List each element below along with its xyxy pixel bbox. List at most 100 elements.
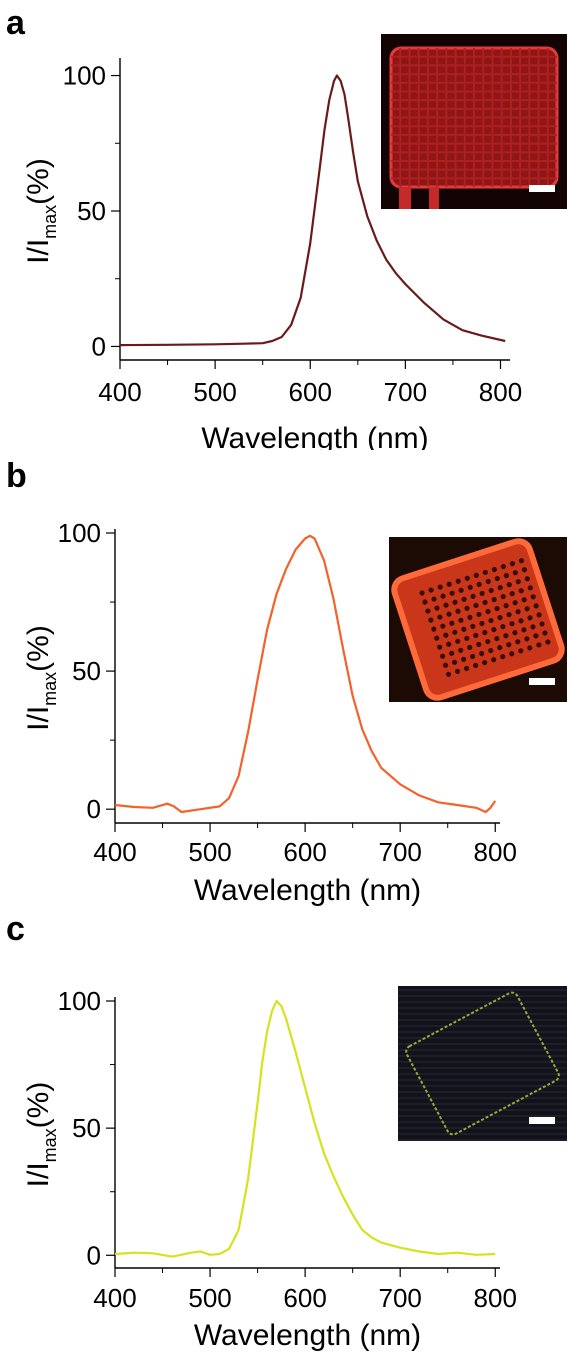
- lattice-hole: [437, 584, 443, 590]
- lattice-hole: [425, 608, 431, 614]
- lattice-hole: [422, 599, 428, 605]
- lattice-hole: [485, 638, 491, 645]
- lattice-hole: [434, 605, 440, 611]
- lattice-hole: [451, 659, 458, 665]
- lattice-hole: [527, 645, 533, 651]
- lattice-hole: [512, 570, 518, 576]
- lattice-hole: [515, 579, 521, 585]
- line-chart: 400 500 600 700 800 0 50 100 Wavelength (nm) I/Im…: [22, 986, 517, 1352]
- lattice-hole: [473, 572, 479, 578]
- lattice-hole: [470, 653, 476, 660]
- scale-bar: [529, 678, 555, 685]
- x-tick-label: 600: [289, 377, 332, 407]
- x-tick-label: 800: [479, 377, 522, 407]
- x-tick-label: 500: [193, 377, 236, 407]
- y-tick-label: 50: [72, 656, 101, 686]
- panel-b: b 400 500 600 700 800 0 50 100 Wavelength (nm) I/…: [0, 453, 567, 906]
- lattice-hole: [467, 584, 473, 590]
- y-tick-label: 0: [87, 1240, 101, 1270]
- y-tick-label: 100: [58, 518, 101, 548]
- lattice-hole: [443, 632, 449, 638]
- lattice-hole: [467, 614, 473, 620]
- lattice-hole: [515, 609, 521, 615]
- lattice-hole: [485, 608, 491, 615]
- lattice-hole: [431, 596, 437, 602]
- micrograph-background: [398, 986, 567, 1141]
- lattice-hole: [458, 647, 464, 653]
- lattice-hole: [542, 630, 548, 636]
- lattice-hole: [527, 585, 533, 591]
- y-tick-label: 100: [58, 986, 101, 1016]
- lattice-hole: [455, 608, 461, 614]
- lattice-hole: [518, 648, 524, 654]
- lattice-hole: [494, 636, 500, 642]
- lattice-hole: [545, 639, 551, 645]
- lattice-group: [391, 538, 565, 701]
- lattice-hole: [536, 612, 542, 618]
- x-tick-label: 500: [188, 1283, 231, 1313]
- lattice-hole: [479, 650, 485, 657]
- fluorescence-micrograph-inset: [398, 986, 567, 1141]
- lattice-hole: [449, 590, 455, 596]
- lattice-hole: [476, 581, 482, 588]
- lattice-hole: [500, 624, 506, 630]
- lattice-hole: [434, 635, 440, 641]
- lattice-hole: [533, 603, 539, 609]
- lattice-hole: [482, 599, 488, 606]
- panel-letter: b: [6, 457, 27, 495]
- lattice-hole: [524, 606, 530, 612]
- lattice-hole: [530, 594, 536, 600]
- lattice-hole: [467, 644, 473, 651]
- lattice-hole: [463, 665, 470, 672]
- lattice-hole: [452, 599, 458, 605]
- lattice-hole: [455, 578, 461, 584]
- lattice-hole: [488, 647, 494, 654]
- lattice-hole: [509, 651, 515, 657]
- lattice-hole: [491, 566, 497, 573]
- lattice-hole: [446, 641, 452, 647]
- lattice-stem: [429, 187, 439, 209]
- lattice-hole: [518, 588, 524, 594]
- x-tick-label: 700: [378, 1283, 421, 1313]
- lattice-hole: [470, 623, 476, 630]
- lattice-hole: [419, 590, 425, 596]
- lattice-hole: [509, 561, 516, 567]
- spectrum-line: [119, 74, 506, 347]
- scale-bar: [529, 1117, 555, 1124]
- lattice-hole: [440, 653, 446, 659]
- x-tick-label: 400: [93, 1283, 136, 1313]
- x-tick-label: 400: [93, 837, 136, 867]
- lattice-hole: [518, 558, 525, 564]
- lattice-hole: [482, 659, 488, 666]
- panel-letter: a: [6, 4, 25, 42]
- lattice-hole: [506, 582, 512, 588]
- lattice-hole: [442, 662, 449, 668]
- lattice-hole: [464, 605, 470, 611]
- x-axis-title: Wavelength (nm): [201, 422, 428, 450]
- micrograph-image: [381, 34, 567, 209]
- line-chart: 400 500 600 700 800 0 50 100 Wavelength (nm) I/Im…: [22, 58, 522, 450]
- lattice-hole: [533, 633, 539, 639]
- x-tick-label: 500: [188, 837, 231, 867]
- lattice-hole: [539, 621, 545, 627]
- lattice-hole: [482, 629, 488, 636]
- lattice-hole: [512, 630, 518, 636]
- lattice-hole: [494, 605, 500, 612]
- lattice-hole: [521, 567, 527, 573]
- lattice-stem: [399, 187, 411, 209]
- lattice-hole: [461, 626, 467, 632]
- lattice-hole: [497, 615, 503, 621]
- lattice-hole: [503, 572, 509, 579]
- x-tick-label: 700: [384, 377, 427, 407]
- lattice-hole: [479, 590, 485, 597]
- lattice-hole: [494, 575, 500, 582]
- line-chart: 400 500 600 700 800 0 50 100 Wavelength (nm) I/Im…: [22, 518, 517, 906]
- lattice-hole: [485, 578, 491, 585]
- lattice-hole: [431, 626, 437, 632]
- x-tick-label: 400: [98, 377, 141, 407]
- lattice-hole: [473, 632, 479, 639]
- lattice-hole: [476, 611, 482, 618]
- lattice-hole: [500, 654, 506, 660]
- lattice-hole: [521, 627, 527, 633]
- scale-bar: [529, 185, 555, 192]
